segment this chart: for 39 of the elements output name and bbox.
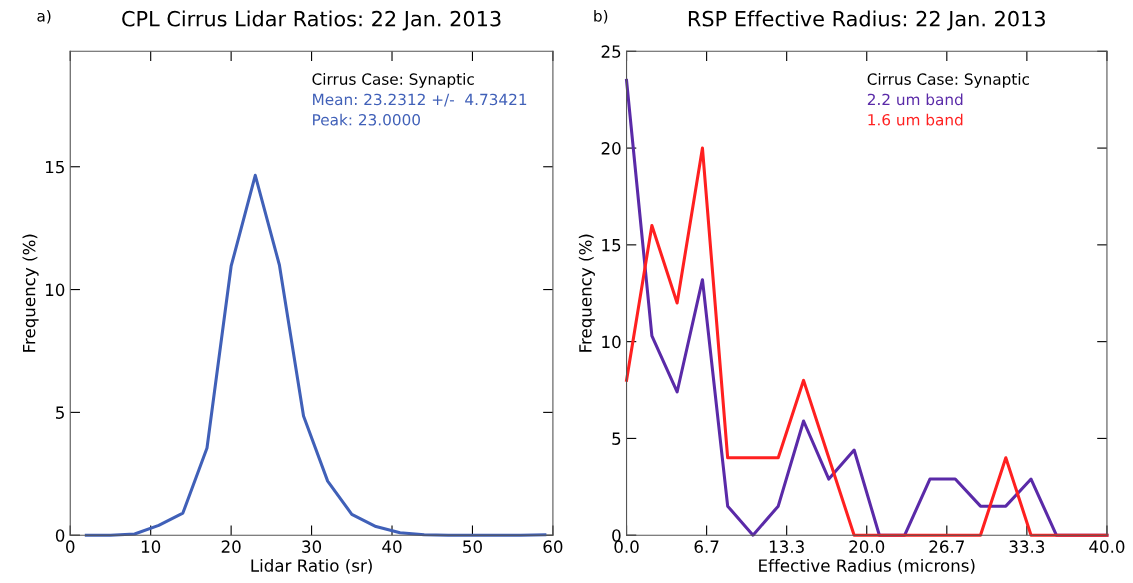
text: 2.2 um band: [867, 93, 963, 106]
line-series: [84, 173, 547, 537]
y-tick-label: 0: [612, 529, 621, 542]
x-tick-label: 26.7: [929, 540, 964, 553]
x-tick-label: 0: [66, 540, 75, 553]
y-tick-label: 15: [46, 160, 64, 174]
x-tick-label: 50: [463, 540, 482, 553]
annotation: Cirrus Case: Synaptic: [867, 73, 1030, 88]
y-tick-label: 10: [602, 335, 621, 349]
y-tick-label: 20: [601, 142, 621, 155]
y-axis-title: Frequency (%): [578, 234, 595, 352]
x-tick-label: 0.0: [614, 540, 639, 553]
x-tick-label: 20: [221, 540, 241, 553]
y-tick-label: 5: [612, 432, 621, 445]
x-tick-label: 40: [382, 540, 402, 553]
x-axis-title: Effective Radius (microns): [759, 558, 975, 574]
x-tick-label: 33.3: [1009, 540, 1045, 553]
x-tick-label: 30: [302, 540, 322, 553]
y-tick-label: 5: [56, 406, 64, 419]
y-axis-title: Frequency (%): [22, 234, 39, 352]
x-tick-label: 60: [543, 540, 563, 553]
text: a): [37, 9, 51, 24]
x-axis-title: Lidar Ratio (sr): [251, 558, 372, 574]
y-tick-label: 0: [55, 529, 65, 542]
annotation: Mean: 23.2312 +/- 4.73421: [313, 93, 527, 107]
text: 1.6 um band: [868, 113, 963, 126]
annotation: Peak: 23.0000: [313, 113, 421, 126]
y-tick-label: 10: [46, 283, 65, 297]
annotation: Cirrus Case: Synaptic: [312, 73, 474, 88]
y-tick-label: 15: [602, 239, 621, 252]
x-tick-label: 10: [141, 540, 161, 553]
x-tick-label: 40.0: [1089, 540, 1125, 553]
x-tick-label: 20.0: [849, 540, 885, 553]
x-tick-label: 6.7: [694, 540, 719, 553]
chart-title: RSP Effective Radius: 22 Jan. 2013: [688, 10, 1045, 31]
y-tick-label: 25: [601, 45, 621, 58]
x-tick-label: 13.3: [769, 540, 804, 553]
text: b): [594, 9, 608, 24]
chart-title: CPL Cirrus Lidar Ratios: 22 Jan. 2013: [122, 10, 501, 31]
